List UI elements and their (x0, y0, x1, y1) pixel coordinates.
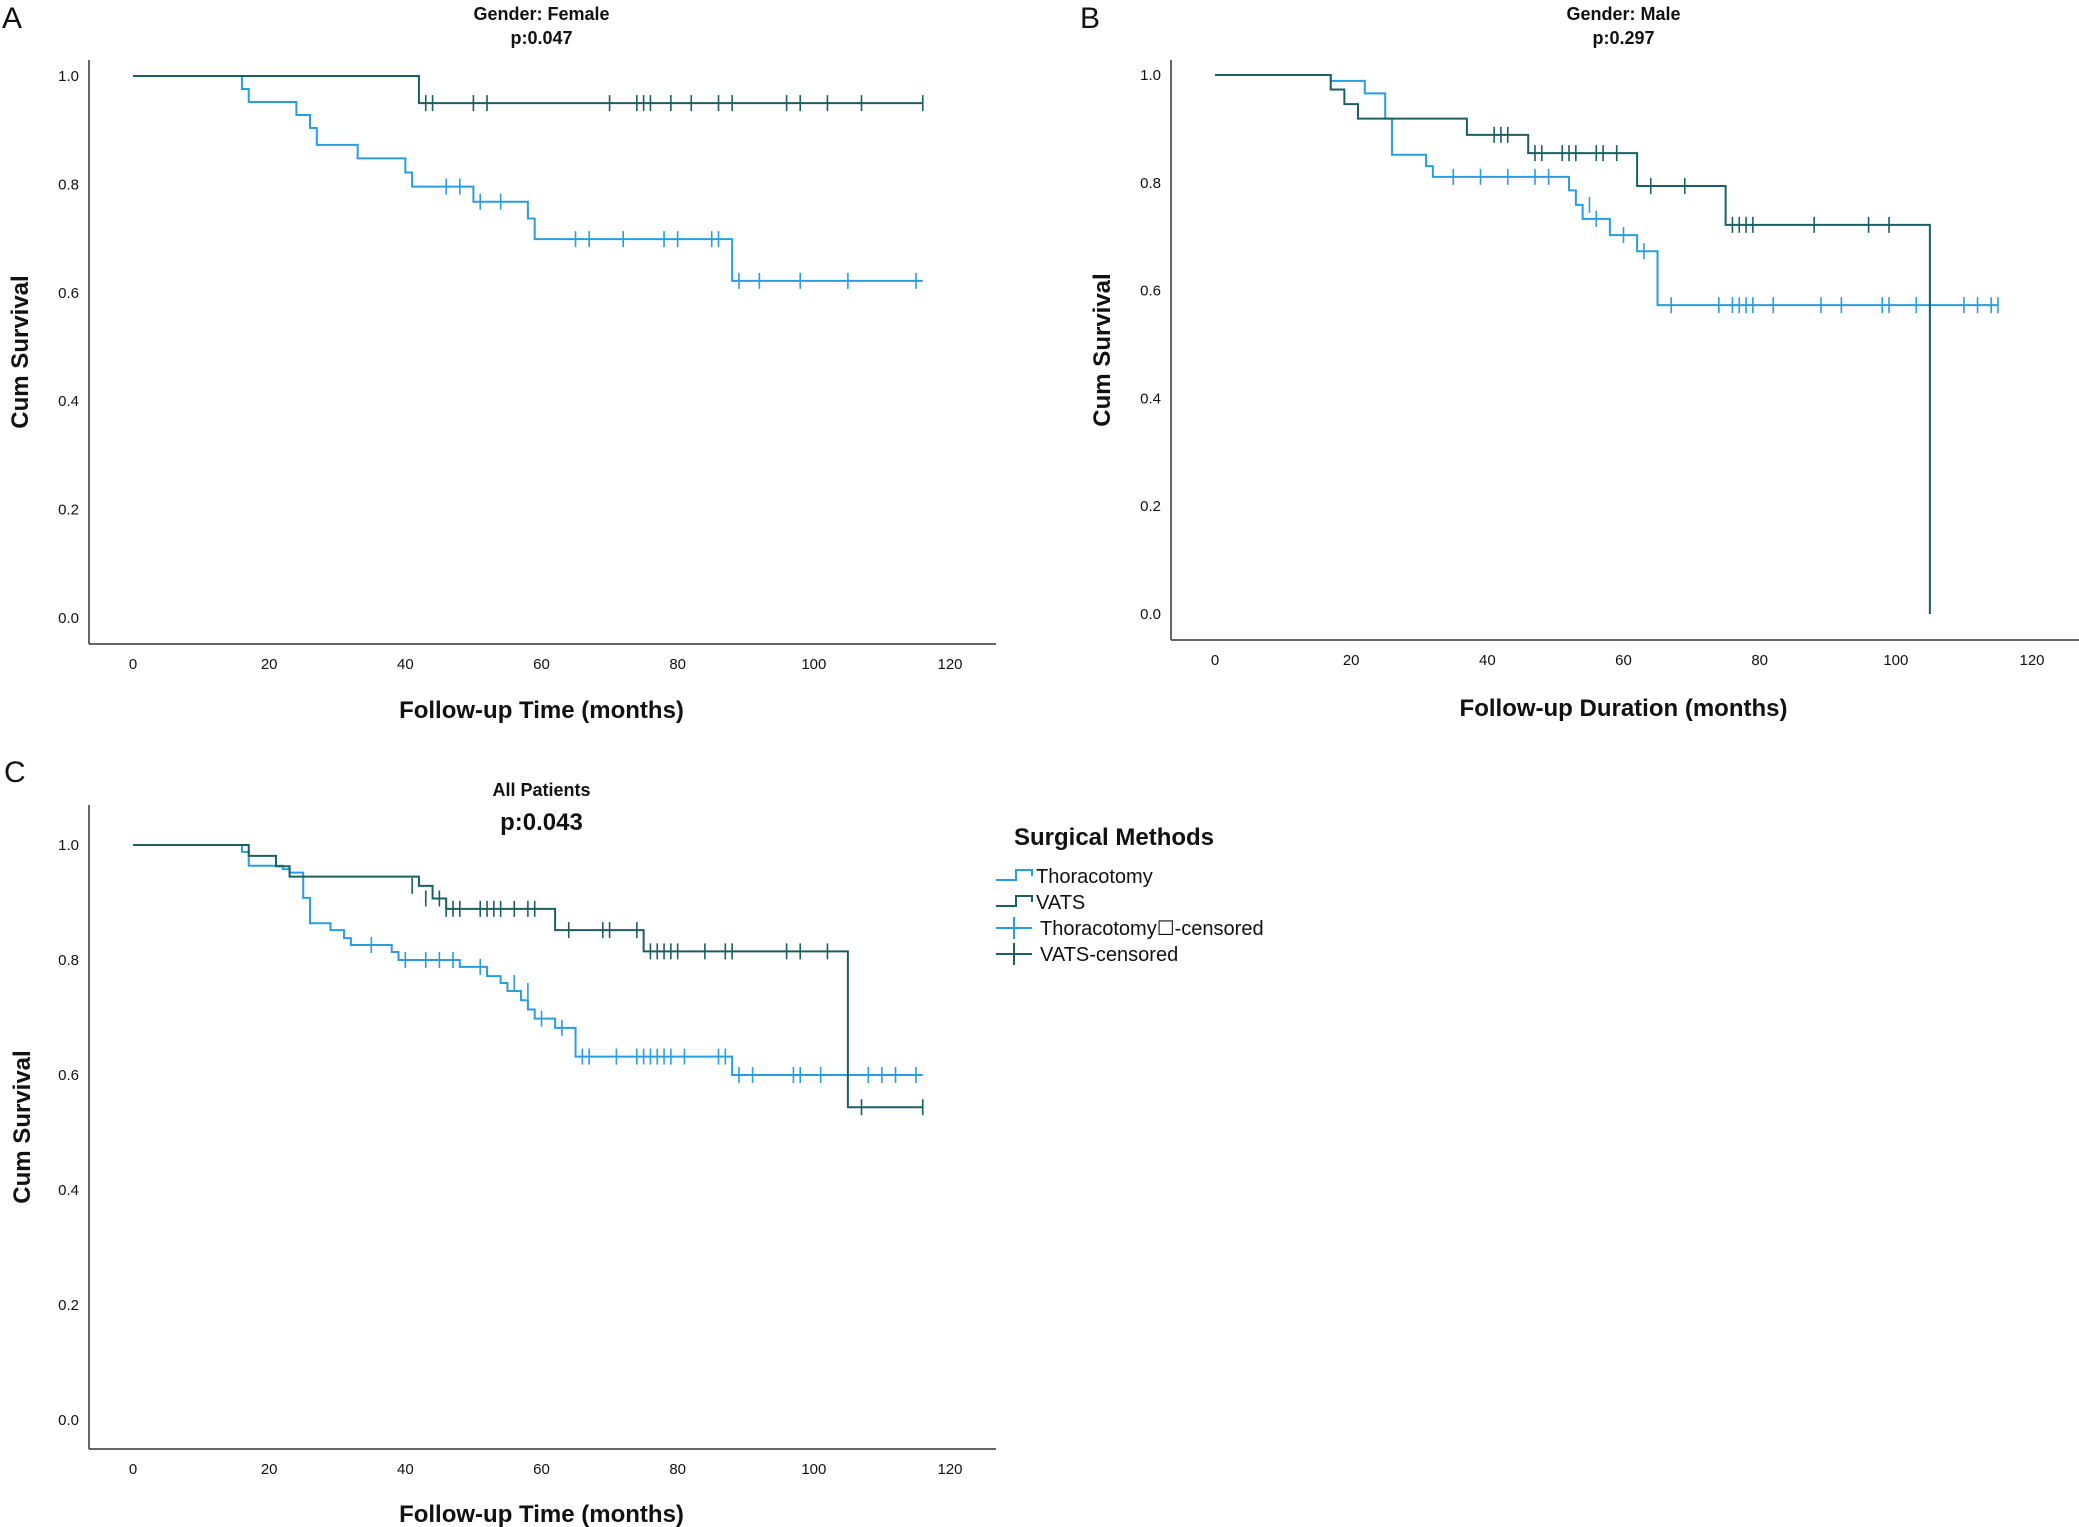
y-tick-label: 1.0 (58, 68, 79, 85)
x-tick-label: 100 (801, 1461, 826, 1478)
panel-letter: C (4, 756, 26, 789)
x-tick-label: 40 (397, 1461, 414, 1478)
chart-panel-a: A Gender: Female p:0.047 0.0 0.2 0.4 0.6 0.8 1.0… (2, 2, 996, 724)
survival-curve-vats (133, 844, 923, 1109)
y-tick-label: 0.6 (58, 285, 79, 302)
x-axis-label: Follow-up Time (months) (399, 1501, 684, 1527)
legend-item: VATS-censored (996, 943, 1178, 966)
legend-label: Thoracotomy☐-censored (1040, 918, 1264, 940)
legend-title: Surgical Methods (1014, 824, 1214, 851)
x-tick-label: 120 (2019, 652, 2044, 669)
survival-curve-thoracotomy (133, 844, 923, 1076)
x-tick-label: 0 (1211, 652, 1219, 669)
legend: Surgical Methods Thoracotomy VATS Thoracoto… (996, 824, 1264, 966)
y-tick-label: 0.0 (1140, 606, 1161, 623)
legend-step-icon (996, 895, 1033, 907)
y-tick-label: 0.8 (58, 952, 79, 969)
y-tick-label: 1.0 (1140, 67, 1161, 84)
p-value: p:0.047 (510, 28, 572, 48)
x-tick-label: 20 (261, 656, 278, 673)
x-tick-label: 120 (937, 1461, 962, 1478)
legend-item: VATS (996, 892, 1085, 914)
chart-title: Gender: Female (473, 4, 609, 24)
y-tick-label: 0.6 (58, 1067, 79, 1084)
x-axis-label: Follow-up Time (months) (399, 697, 684, 724)
y-axis-label: Cum Survival (7, 275, 34, 428)
x-tick-label: 100 (801, 656, 826, 673)
x-tick-label: 20 (1343, 652, 1360, 669)
y-tick-label: 0.4 (1140, 390, 1161, 407)
panel-letter: A (2, 2, 22, 35)
x-tick-label: 60 (1615, 652, 1632, 669)
y-tick-label: 0.4 (58, 393, 79, 410)
y-tick-label: 0.2 (1140, 498, 1161, 515)
y-tick-label: 0.0 (58, 610, 79, 627)
x-axis-label: Follow-up Duration (months) (1460, 695, 1788, 722)
legend-label: VATS (1036, 892, 1085, 914)
y-tick-label: 0.8 (1140, 175, 1161, 192)
legend-label: Thoracotomy (1036, 866, 1153, 888)
y-tick-label: 0.6 (1140, 283, 1161, 300)
chart-title: Gender: Male (1566, 4, 1680, 24)
x-tick-label: 0 (129, 1461, 137, 1478)
legend-label: VATS-censored (1040, 944, 1178, 966)
y-axis-label: Cum Survival (1089, 273, 1116, 426)
y-tick-label: 1.0 (58, 837, 79, 854)
p-value: p:0.043 (500, 809, 583, 836)
panel-letter: B (1080, 2, 1100, 35)
x-tick-label: 20 (261, 1461, 278, 1478)
legend-step-icon (996, 869, 1033, 881)
survival-curve-thoracotomy (133, 75, 923, 282)
chart-panel-b: B Gender: Male p:0.297 0.0 0.2 0.4 0.6 0.8 1.0 0 2… (1080, 2, 2079, 722)
y-tick-label: 0.4 (58, 1182, 79, 1199)
y-axis-label: Cum Survival (9, 1050, 36, 1203)
x-tick-label: 40 (1479, 652, 1496, 669)
y-tick-label: 0.8 (58, 176, 79, 193)
x-tick-label: 80 (1751, 652, 1768, 669)
y-tick-label: 0.0 (58, 1412, 79, 1429)
x-tick-label: 120 (937, 656, 962, 673)
survival-curve-thoracotomy (1215, 74, 1998, 307)
x-tick-label: 100 (1883, 652, 1908, 669)
x-tick-label: 40 (397, 656, 414, 673)
y-tick-label: 0.2 (58, 1297, 79, 1314)
survival-curve-vats (1215, 74, 1931, 614)
x-tick-label: 60 (533, 1461, 550, 1478)
x-tick-label: 80 (669, 656, 686, 673)
chart-title: All Patients (492, 780, 590, 800)
p-value: p:0.297 (1592, 28, 1654, 48)
x-tick-label: 60 (533, 656, 550, 673)
x-tick-label: 0 (129, 656, 137, 673)
y-tick-label: 0.2 (58, 502, 79, 519)
legend-item: Thoracotomy (996, 866, 1153, 888)
legend-item: Thoracotomy☐-censored (996, 917, 1264, 940)
survival-curve-vats (133, 75, 923, 105)
chart-panel-c: C All Patients p:0.043 0.0 0.2 0.4 0.6 0.8 1.0 0 2… (4, 756, 996, 1527)
x-tick-label: 80 (669, 1461, 686, 1478)
